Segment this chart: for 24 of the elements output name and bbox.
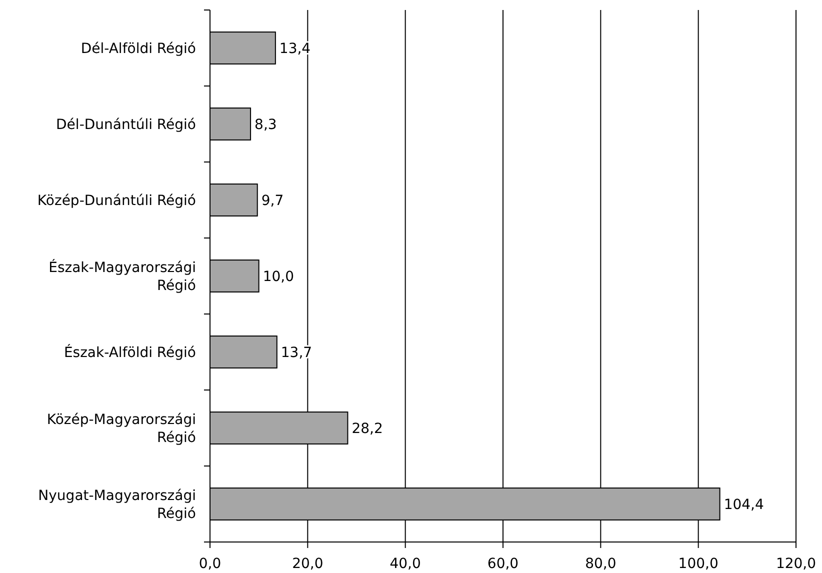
x-tick-label: 20,0 (292, 556, 324, 572)
data-label: 10,0 (262, 269, 294, 285)
bar (210, 108, 252, 140)
y-tick-label: Dél-Alföldi Régió (80, 41, 196, 57)
x-tick-label: 0,0 (198, 556, 222, 572)
data-label: 9,7 (261, 193, 284, 209)
bar (210, 336, 278, 368)
data-label: 104,4 (724, 497, 764, 513)
bar (210, 184, 258, 216)
y-tick-label: Észak-Magyarországi Régió (48, 259, 196, 294)
y-tick-label: Közép-Dunántúli Régió (37, 193, 196, 209)
data-label: 28,2 (352, 421, 383, 437)
bar (210, 32, 276, 64)
y-tick-label: Dél-Dunántúli Régió (56, 117, 196, 133)
data-label: 8,3 (254, 117, 277, 133)
bar (210, 260, 260, 292)
y-tick-label: Nyugat-Magyarországi Régió (38, 488, 196, 522)
x-tick-label: 80,0 (585, 556, 616, 572)
y-tick-label: Közép-Magyarországi Régió (46, 412, 196, 446)
y-tick-label: Észak-Alföldi Régió (64, 344, 196, 361)
x-tick-label: 120,0 (776, 556, 816, 572)
x-tick-label: 40,0 (390, 556, 421, 572)
x-tick-label: 100,0 (678, 556, 718, 572)
x-tick-label: 60,0 (487, 556, 519, 572)
